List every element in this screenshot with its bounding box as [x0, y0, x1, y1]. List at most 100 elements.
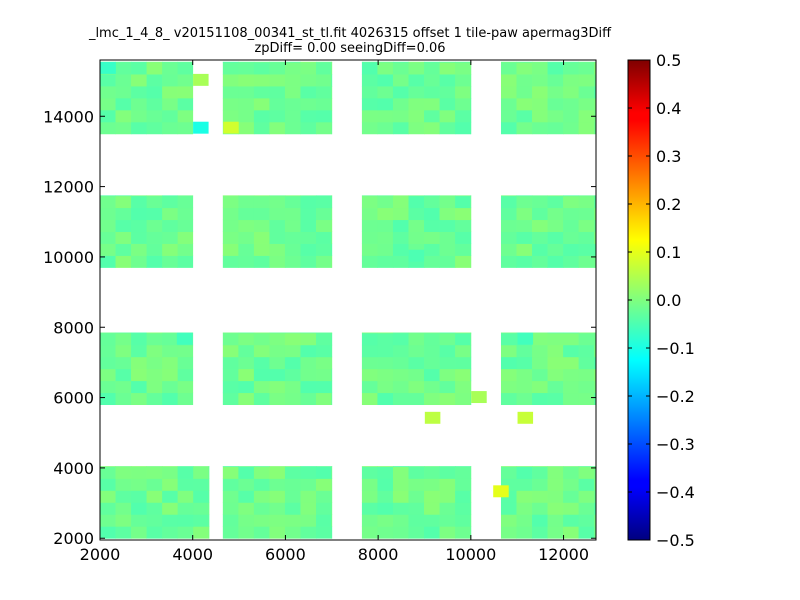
heatmap-cell — [162, 255, 179, 268]
heatmap-cell — [377, 478, 394, 491]
heatmap-cell — [331, 466, 333, 467]
heatmap-cell — [500, 97, 517, 111]
heatmap-cell — [408, 392, 425, 406]
heatmap-cell — [100, 466, 116, 479]
heatmap-cell — [162, 502, 179, 515]
heatmap-cell — [361, 332, 378, 334]
heatmap-cell — [578, 392, 595, 406]
heatmap-cell — [377, 195, 394, 209]
heatmap-cell — [516, 490, 533, 503]
heatmap-cell — [547, 74, 564, 87]
heatmap-cell — [269, 478, 286, 491]
heatmap-cell — [439, 478, 456, 491]
heatmap-cell — [269, 344, 286, 358]
heatmap-cell — [300, 61, 317, 63]
heatmap-cell — [392, 243, 409, 256]
heatmap-cell — [100, 61, 116, 74]
heatmap-cell — [253, 74, 270, 87]
heatmap-cell — [131, 466, 147, 479]
heatmap-cell — [238, 466, 255, 479]
heatmap-cell — [377, 231, 394, 244]
heatmap-cell — [253, 502, 270, 515]
heatmap-cell — [439, 526, 456, 539]
heatmap-cell — [424, 356, 440, 370]
heatmap-cell — [177, 121, 194, 135]
chart-subtitle: zpDiff= 0.00 seeingDiff=0.06 — [254, 41, 446, 56]
heatmap-cell — [131, 207, 147, 221]
heatmap-cell — [331, 526, 333, 539]
x-axis: 2000 4000 6000 8000 10000 12000 — [80, 60, 589, 564]
colorbar-axis: 0.5 0.4 0.3 0.2 0.1 0.0 −0.1 −0.2 −0.3 −0.4 −0.5 — [628, 51, 695, 550]
heatmap-cell — [392, 195, 409, 197]
y-tick-label: 14000 — [43, 107, 94, 126]
heatmap-cell — [470, 121, 472, 135]
heatmap-cell — [594, 332, 596, 334]
heatmap-cell — [269, 490, 286, 503]
heatmap-cell — [408, 207, 425, 221]
heatmap-cell — [594, 478, 596, 491]
heatmap-cell — [408, 195, 425, 209]
heatmap-cell — [253, 332, 270, 346]
heatmap-cell — [162, 86, 179, 99]
heatmap-cell — [177, 74, 194, 87]
heatmap-cell — [300, 466, 317, 479]
heatmap-cell — [563, 344, 580, 358]
heatmap-cell — [131, 368, 147, 382]
heatmap-cell — [162, 344, 179, 358]
heatmap-cell — [408, 74, 425, 87]
heatmap-cell — [316, 502, 332, 515]
heatmap-cell — [300, 332, 317, 334]
heatmap-cell — [408, 526, 425, 539]
heatmap-cell — [392, 368, 409, 382]
heatmap-cell — [331, 502, 333, 515]
heatmap-cell — [300, 356, 317, 370]
heatmap-cell — [361, 466, 378, 467]
heatmap-cell — [500, 207, 517, 221]
heatmap-cell — [547, 195, 564, 197]
heatmap-cell — [455, 195, 472, 209]
heatmap-cell — [115, 195, 132, 209]
heatmap-cell — [578, 356, 595, 370]
heatmap-cell — [316, 466, 332, 467]
heatmap-cell — [594, 74, 596, 87]
heatmap-cell — [238, 109, 255, 123]
heatmap-cell — [100, 332, 116, 334]
heatmap-cell — [563, 109, 580, 123]
heatmap-cell — [162, 380, 179, 394]
heatmap-cell — [115, 392, 132, 406]
heatmap-cell — [470, 368, 472, 382]
heatmap-cell — [424, 109, 440, 123]
heatmap-cell — [316, 109, 332, 123]
heatmap-cell — [131, 356, 147, 370]
heatmap-cell — [146, 255, 163, 268]
heatmap-cell — [238, 526, 255, 539]
heatmap-cell — [439, 356, 456, 370]
y-tick-label: 6000 — [53, 389, 94, 408]
heatmap-cell — [470, 243, 472, 256]
heatmap-cell — [331, 121, 333, 135]
heatmap-cell — [408, 478, 425, 491]
heatmap-cell — [547, 86, 564, 99]
heatmap-cell — [392, 514, 409, 527]
heatmap-cell — [331, 255, 333, 268]
heatmap-cell — [439, 392, 456, 406]
heatmap-cell — [424, 392, 440, 406]
heatmap-cell — [146, 392, 163, 406]
heatmap-cell — [100, 392, 116, 406]
heatmap-cell — [455, 255, 472, 268]
heatmap-cell — [316, 490, 332, 503]
heatmap-cell — [594, 356, 596, 370]
heatmap-cell — [284, 97, 301, 111]
heatmap-cell — [594, 332, 596, 346]
heatmap-cell — [222, 502, 239, 515]
heatmap-cell — [516, 219, 533, 233]
heatmap-cell — [100, 514, 116, 527]
heatmap-cell — [238, 466, 255, 467]
heatmap-cell — [222, 526, 239, 539]
heatmap-cell — [100, 332, 116, 346]
heatmap-cell — [162, 109, 179, 123]
heatmap-cell — [284, 526, 301, 539]
heatmap-cell — [146, 466, 163, 479]
heatmap-cell — [516, 86, 533, 99]
heatmap-cell — [594, 368, 596, 382]
